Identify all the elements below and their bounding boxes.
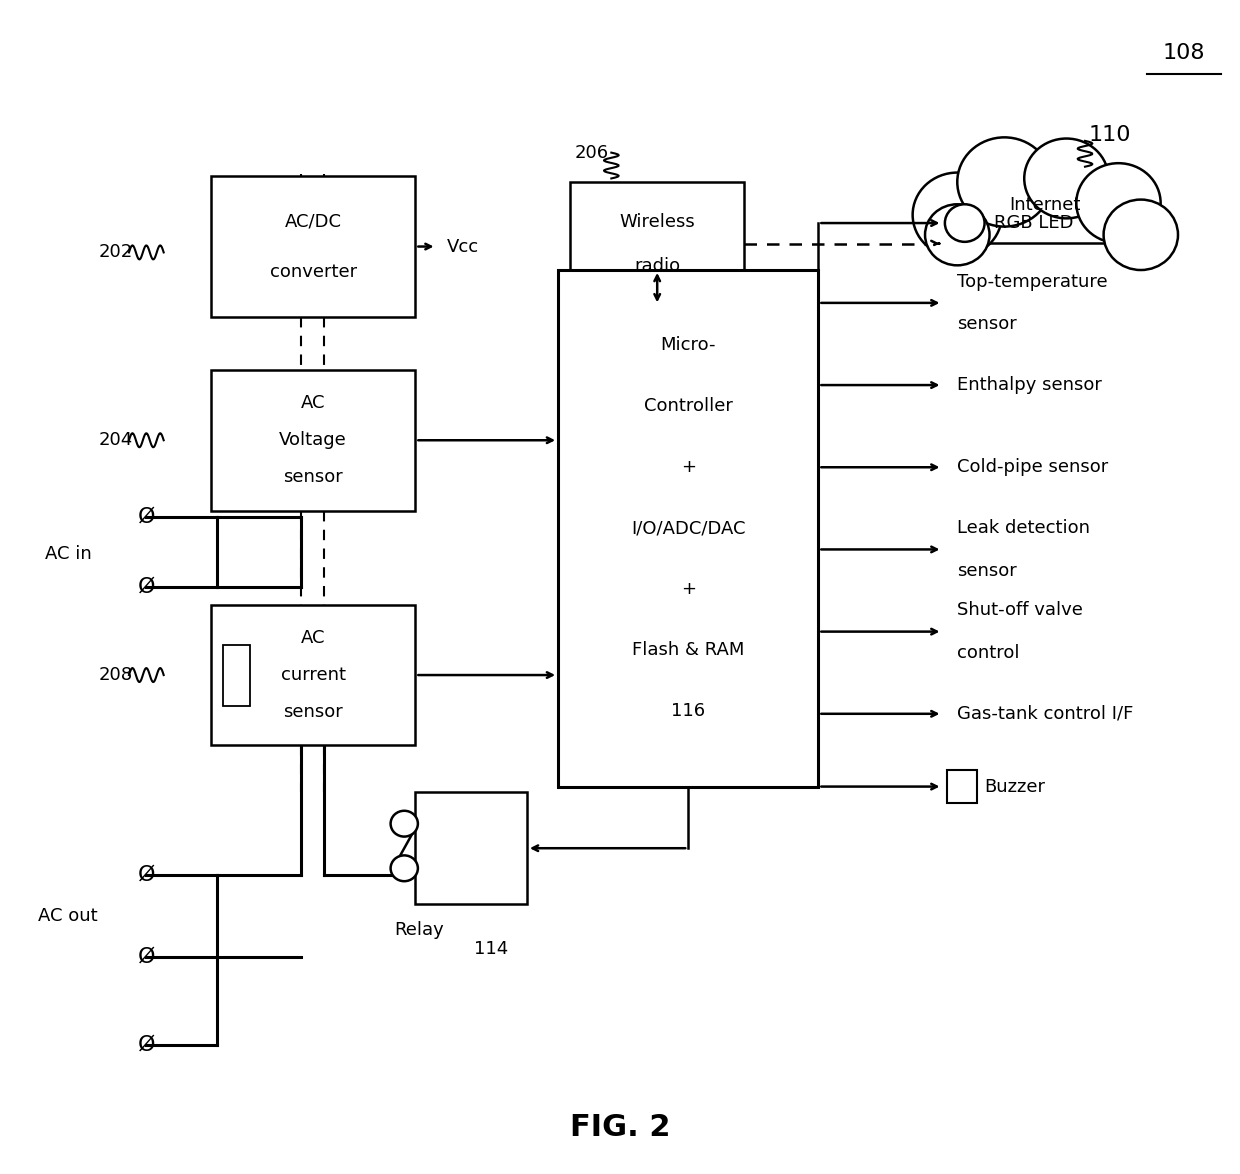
- Circle shape: [945, 204, 985, 242]
- Text: Buzzer: Buzzer: [985, 777, 1045, 796]
- Circle shape: [913, 173, 1002, 257]
- Text: AC out: AC out: [38, 906, 98, 925]
- Text: Relay: Relay: [394, 920, 444, 939]
- Text: sensor: sensor: [283, 703, 343, 721]
- Text: AC: AC: [301, 394, 325, 412]
- Circle shape: [1024, 139, 1109, 218]
- Text: Top-temperature: Top-temperature: [957, 272, 1107, 291]
- Text: Wireless: Wireless: [619, 212, 696, 230]
- Text: 110: 110: [1089, 124, 1131, 146]
- Bar: [223, 645, 250, 706]
- Text: Flash & RAM: Flash & RAM: [632, 641, 744, 660]
- Text: converter: converter: [269, 263, 357, 281]
- Text: I/O/ADC/DAC: I/O/ADC/DAC: [631, 519, 745, 538]
- Text: 202: 202: [98, 243, 133, 262]
- Text: Vcc: Vcc: [446, 237, 479, 256]
- Text: +: +: [681, 458, 696, 477]
- Text: sensor: sensor: [957, 561, 1017, 580]
- Text: sensor: sensor: [283, 468, 343, 486]
- Bar: [570, 182, 744, 305]
- Text: Controller: Controller: [644, 397, 733, 416]
- Text: current: current: [280, 666, 346, 684]
- Bar: [211, 370, 415, 511]
- Circle shape: [1076, 163, 1161, 243]
- Bar: [415, 792, 527, 904]
- Bar: [211, 176, 415, 317]
- Circle shape: [1104, 200, 1178, 270]
- Text: 204: 204: [98, 431, 133, 450]
- Bar: [558, 270, 818, 787]
- Text: FIG. 2: FIG. 2: [569, 1113, 671, 1141]
- Text: control: control: [957, 643, 1019, 662]
- Text: Ø: Ø: [138, 506, 155, 527]
- Text: Gas-tank control I/F: Gas-tank control I/F: [957, 704, 1133, 723]
- Text: radio: radio: [634, 257, 681, 275]
- Text: Micro-: Micro-: [661, 336, 715, 355]
- Circle shape: [925, 204, 990, 265]
- Bar: [211, 605, 415, 745]
- Text: 114: 114: [474, 939, 508, 958]
- Text: Internet: Internet: [1009, 196, 1081, 215]
- Text: Voltage: Voltage: [279, 431, 347, 450]
- Text: Cold-pipe sensor: Cold-pipe sensor: [957, 458, 1109, 477]
- Text: AC: AC: [301, 629, 325, 647]
- Text: Leak detection: Leak detection: [957, 519, 1090, 538]
- Text: Ø: Ø: [138, 576, 155, 598]
- Text: +: +: [681, 580, 696, 599]
- Text: Shut-off valve: Shut-off valve: [957, 601, 1084, 620]
- Bar: [947, 770, 977, 803]
- Circle shape: [391, 856, 418, 882]
- Text: Ø: Ø: [138, 864, 155, 885]
- Text: Ø: Ø: [138, 946, 155, 967]
- Circle shape: [391, 811, 418, 837]
- Text: 108: 108: [1163, 42, 1205, 63]
- Text: AC/DC: AC/DC: [285, 212, 341, 230]
- Text: 206: 206: [574, 143, 609, 162]
- Text: RGB LED: RGB LED: [994, 214, 1074, 232]
- Text: 208: 208: [98, 666, 133, 684]
- Text: Enthalpy sensor: Enthalpy sensor: [957, 376, 1102, 394]
- Circle shape: [957, 137, 1052, 227]
- Text: Ø: Ø: [138, 1034, 155, 1055]
- Text: AC in: AC in: [45, 545, 92, 564]
- Text: 116: 116: [671, 702, 706, 721]
- Text: sensor: sensor: [957, 315, 1017, 333]
